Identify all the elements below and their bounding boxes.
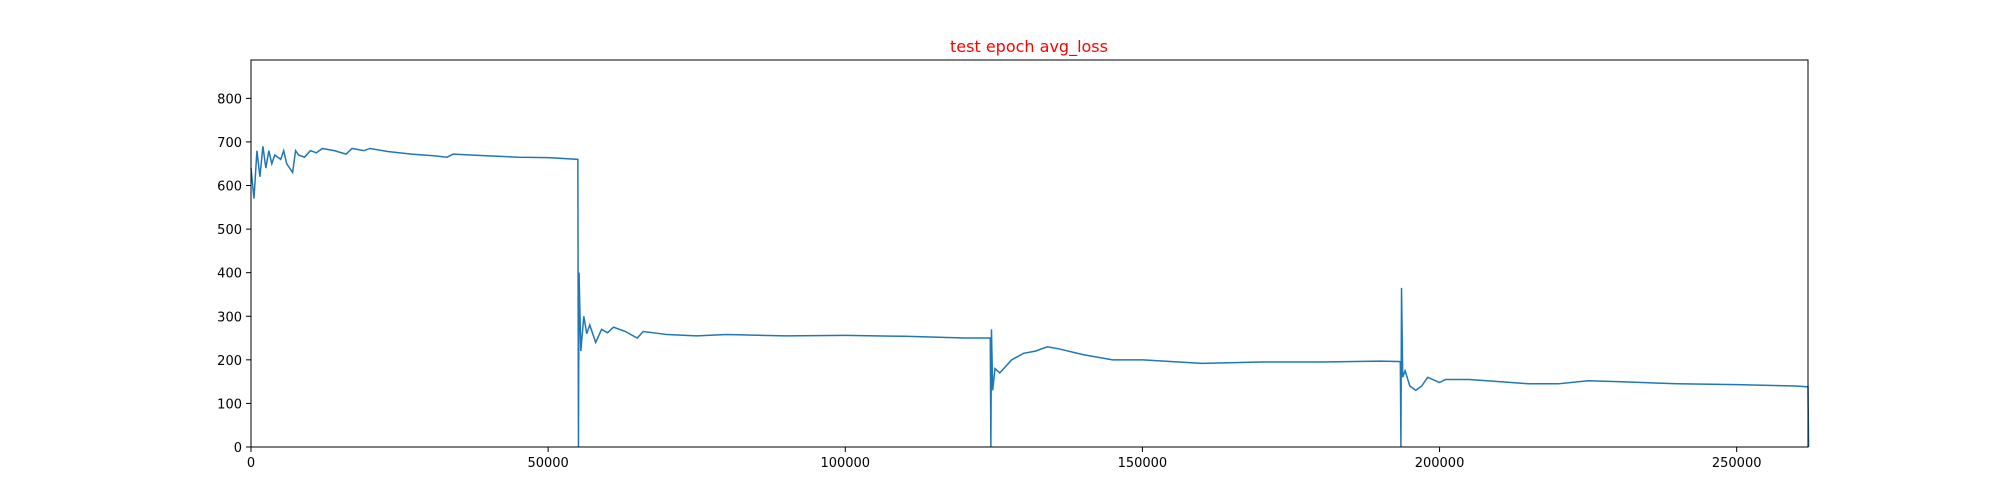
y-tick-label: 600 <box>217 180 242 195</box>
y-tick-label: 0 <box>234 441 242 456</box>
x-tick-label: 250000 <box>1712 456 1762 471</box>
y-tick-label: 500 <box>217 223 242 238</box>
x-tick-label: 200000 <box>1415 456 1465 471</box>
y-tick-label: 200 <box>217 354 242 369</box>
x-tick-label: 0 <box>247 456 255 471</box>
x-tick-label: 150000 <box>1118 456 1168 471</box>
plot-frame <box>250 59 1809 448</box>
x-tick-label: 50000 <box>527 456 568 471</box>
y-tick-label: 400 <box>217 267 242 282</box>
y-tick-label: 100 <box>217 397 242 412</box>
chart-title: test epoch avg_loss <box>950 37 1108 57</box>
y-tick-label: 300 <box>217 310 242 325</box>
y-tick-label: 700 <box>217 136 242 151</box>
y-tick-label: 800 <box>217 92 242 107</box>
data-line <box>250 146 1810 448</box>
x-tick-label: 100000 <box>820 456 870 471</box>
